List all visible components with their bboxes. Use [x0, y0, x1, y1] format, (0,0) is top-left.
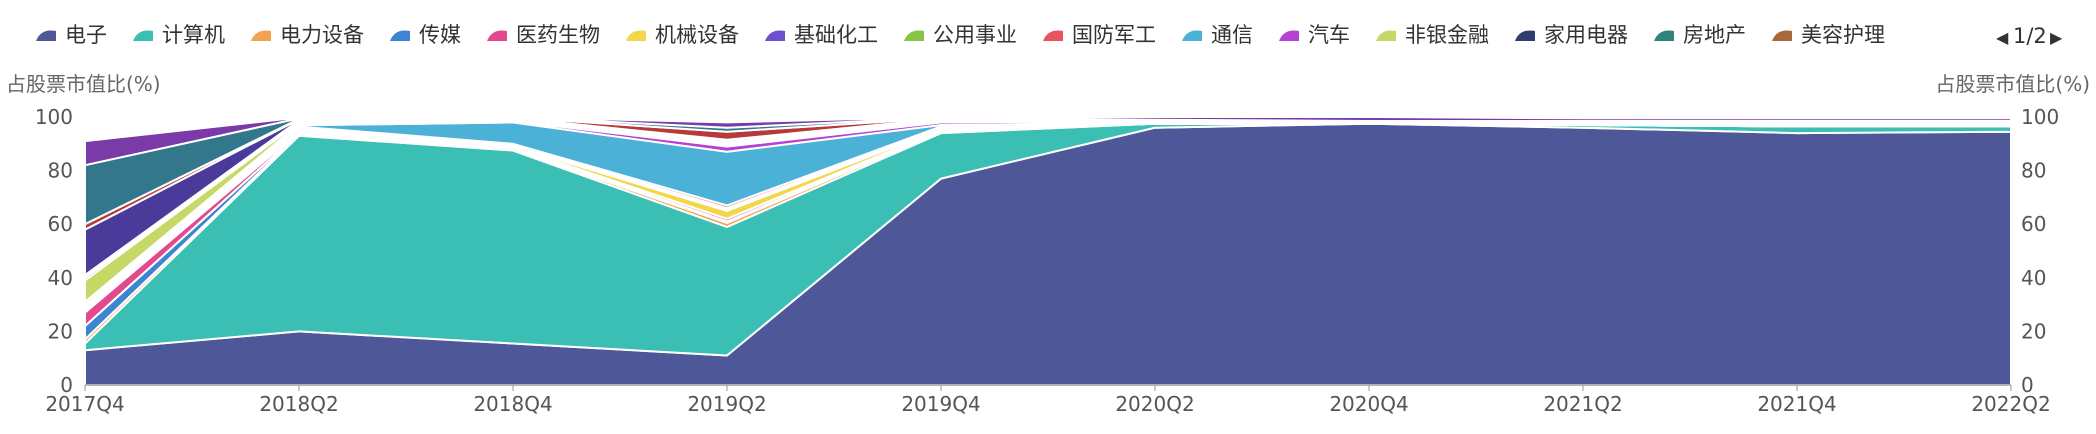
- legend-swatch: [1279, 30, 1299, 41]
- x-tick-label: 2019Q4: [901, 392, 980, 416]
- legend-item[interactable]: 电力设备: [251, 23, 364, 47]
- y-tick-label-left: 60: [48, 212, 73, 236]
- legend-swatch: [1182, 30, 1202, 41]
- legend-label: 公用事业: [933, 23, 1017, 47]
- x-tick-label: 2021Q2: [1543, 392, 1622, 416]
- legend-label: 通信: [1211, 23, 1253, 47]
- y-tick-label-right: 40: [2021, 266, 2046, 290]
- legend-label: 基础化工: [794, 23, 878, 47]
- legend-label: 美容护理: [1801, 23, 1885, 47]
- legend-item[interactable]: 房地产: [1654, 23, 1746, 47]
- plot-area: [84, 116, 2012, 386]
- legend-next-icon[interactable]: ▶: [2050, 28, 2063, 47]
- legend-item[interactable]: 机械设备: [626, 23, 739, 47]
- legend-item[interactable]: 传媒: [390, 23, 461, 47]
- y-tick-label-right: 80: [2021, 159, 2046, 183]
- legend-item[interactable]: 计算机: [133, 23, 225, 47]
- legend-label: 计算机: [162, 23, 225, 47]
- y-tick-label-right: 60: [2021, 212, 2046, 236]
- legend-swatch: [133, 30, 153, 41]
- legend-swatch: [1376, 30, 1396, 41]
- legend-item[interactable]: 非银金融: [1376, 23, 1489, 47]
- legend-item[interactable]: 公用事业: [904, 23, 1017, 47]
- legend-label: 电子: [65, 23, 107, 47]
- y-tick-label-right: 20: [2021, 319, 2046, 343]
- legend-page-indicator: 1/2: [2013, 24, 2047, 48]
- legend-swatch: [390, 30, 410, 41]
- y-axis-left-title: 占股票市值比(%): [6, 72, 161, 96]
- x-tick-label: 2021Q4: [1757, 392, 1836, 416]
- legend-swatch: [1043, 30, 1063, 41]
- legend-label: 非银金融: [1405, 23, 1489, 47]
- legend-swatch: [36, 30, 56, 41]
- legend-swatch: [1772, 30, 1792, 41]
- legend-swatch: [765, 30, 785, 41]
- legend-item[interactable]: 汽车: [1279, 23, 1350, 47]
- y-tick-label-left: 100: [35, 105, 73, 129]
- legend-item[interactable]: 国防军工: [1043, 23, 1156, 47]
- x-tick-label: 2020Q2: [1115, 392, 1194, 416]
- y-tick-label-left: 40: [48, 266, 73, 290]
- y-tick-label-left: 20: [48, 319, 73, 343]
- legend-label: 传媒: [419, 23, 461, 47]
- legend-label: 国防军工: [1072, 23, 1156, 47]
- y-tick-label-left: 80: [48, 159, 73, 183]
- legend-swatch: [1654, 30, 1674, 41]
- legend-label: 房地产: [1683, 23, 1746, 47]
- legend-item[interactable]: 美容护理: [1772, 23, 1885, 47]
- legend-swatch: [626, 30, 646, 41]
- legend-pager: ◀ 1/2 ▶: [1996, 24, 2063, 48]
- legend-swatch: [487, 30, 507, 41]
- x-tick-label: 2020Q4: [1329, 392, 1408, 416]
- legend-item[interactable]: 电子: [36, 23, 107, 47]
- area-series-19: [84, 116, 2012, 167]
- legend-label: 汽车: [1308, 23, 1350, 47]
- axes: 0 0 20 20 40 40 60 60 80 80 100 100 2017Q4 2018Q2 2018…: [35, 105, 2059, 416]
- y-tick-label-right: 0: [2021, 373, 2034, 397]
- chart-legend: 电子 计算机 电力设备 传媒 医药生物 机械设备 基础化工 公用事业 国防军工 通信 汽车 非银金融 家…: [36, 23, 1885, 47]
- legend-swatch: [251, 30, 271, 41]
- legend-label: 家用电器: [1544, 23, 1628, 47]
- legend-item[interactable]: 医药生物: [487, 23, 600, 47]
- legend-item[interactable]: 家用电器: [1515, 23, 1628, 47]
- legend-label: 电力设备: [280, 23, 364, 47]
- x-tick-label: 2022Q2: [1971, 392, 2050, 416]
- y-tick-label-right: 100: [2021, 105, 2059, 129]
- x-tick-label: 2018Q2: [259, 392, 338, 416]
- legend-item[interactable]: 通信: [1182, 23, 1253, 47]
- legend-label: 医药生物: [516, 23, 600, 47]
- x-tick-label: 2018Q4: [473, 392, 552, 416]
- legend-item[interactable]: 基础化工: [765, 23, 878, 47]
- legend-label: 机械设备: [655, 23, 739, 47]
- legend-swatch: [1515, 30, 1535, 41]
- x-tick-label: 2019Q2: [687, 392, 766, 416]
- legend-swatch: [904, 30, 924, 41]
- y-axis-right-title: 占股票市值比(%): [1935, 72, 2090, 96]
- y-tick-label-left: 0: [60, 373, 73, 397]
- legend-prev-icon[interactable]: ◀: [1996, 28, 2009, 47]
- x-tick-label: 2017Q4: [45, 392, 124, 416]
